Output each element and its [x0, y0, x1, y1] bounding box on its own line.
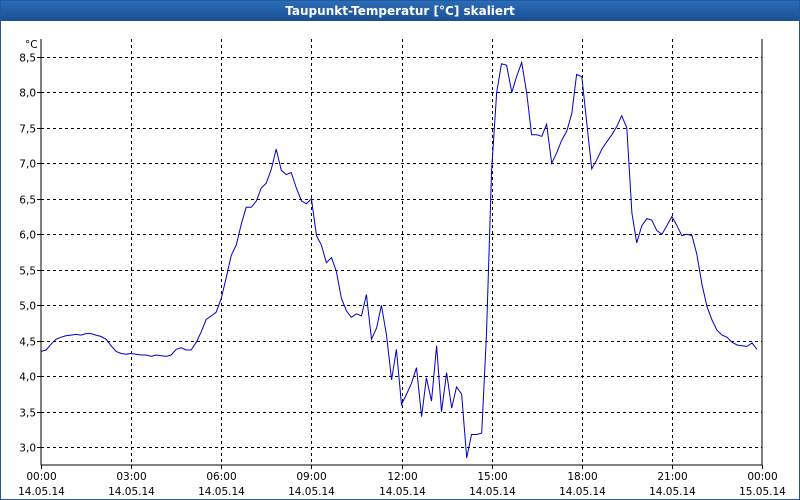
y-axis-unit-label: °C — [25, 39, 38, 51]
y-tick-label: 6,0 — [19, 230, 36, 242]
x-tick-time-label: 18:00 — [567, 471, 597, 483]
x-tick-date-label: 14.05.14 — [469, 486, 516, 498]
y-tick-label: 3,5 — [19, 408, 36, 420]
window-title: Taupunkt-Temperatur [°C] skaliert — [1, 1, 799, 21]
y-tick-label: 5,0 — [19, 301, 36, 313]
x-tick-time-label: 06:00 — [206, 471, 236, 483]
x-tick-time-label: 00:00 — [26, 471, 56, 483]
series-line — [40, 60, 758, 459]
x-tick-date-label: 14.05.14 — [379, 486, 426, 498]
y-tick-label: 4,5 — [19, 337, 36, 349]
x-tick-time-label: 15:00 — [477, 471, 507, 483]
x-tick-date-label: 15.05.14 — [739, 486, 786, 498]
x-tick-time-label: 00:00 — [747, 471, 777, 483]
x-tick-time-label: 21:00 — [657, 471, 687, 483]
x-tick-time-label: 09:00 — [296, 471, 326, 483]
x-tick-date-label: 14.05.14 — [18, 486, 65, 498]
y-tick-label: 3,0 — [19, 443, 36, 455]
grid — [41, 39, 762, 465]
x-tick-time-label: 03:00 — [116, 471, 146, 483]
x-tick-date-label: 14.05.14 — [198, 486, 245, 498]
y-tick-label: 6,5 — [19, 195, 36, 207]
x-tick-date-label: 14.05.14 — [108, 486, 155, 498]
y-tick-label: 8,0 — [19, 88, 36, 100]
y-axis-tick-labels: 3,0 3,5 4,0 4,5 5,0 5,5 6,0 6,5 7,0 7,5 8,0 8,5 — [19, 53, 36, 455]
x-tick-date-label: 14.05.14 — [559, 486, 606, 498]
y-tick-label: 8,5 — [19, 53, 36, 65]
x-tick-date-label: 14.05.14 — [288, 486, 335, 498]
y-tick-label: 4,0 — [19, 372, 36, 384]
y-tick-label: 5,5 — [19, 266, 36, 278]
x-tick-time-label: 12:00 — [387, 471, 417, 483]
x-tick-date-label: 14.05.14 — [649, 486, 696, 498]
axes — [37, 39, 763, 469]
y-tick-label: 7,0 — [19, 159, 36, 171]
y-tick-label: 7,5 — [19, 124, 36, 136]
x-axis-tick-labels: 00:00 14.05.14 03:00 14.05.14 06:00 14.05.14 0… — [18, 471, 786, 498]
